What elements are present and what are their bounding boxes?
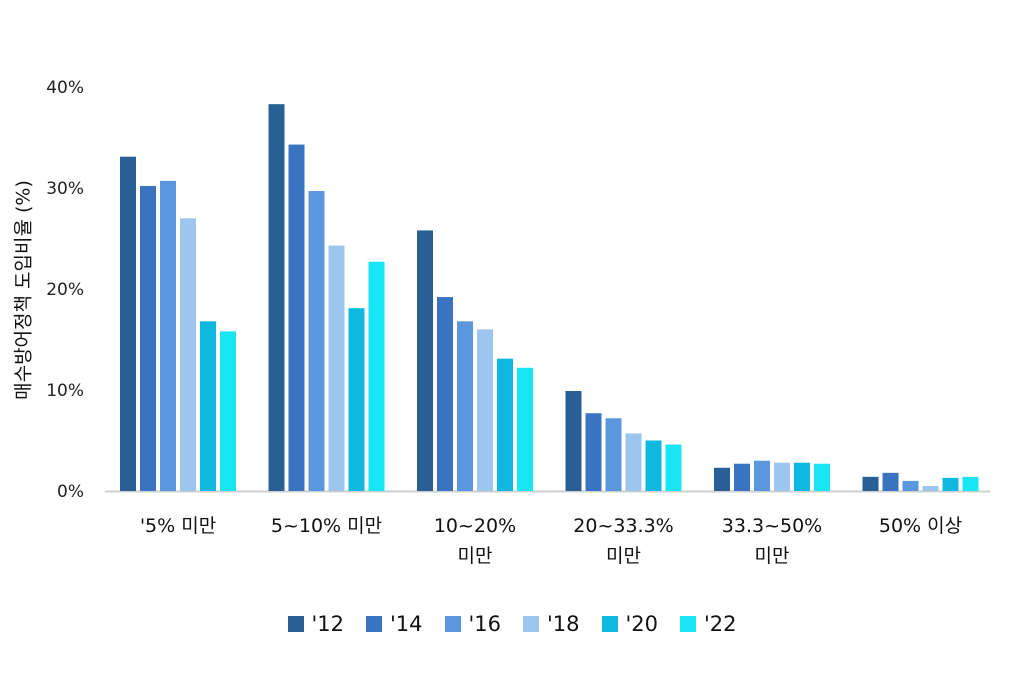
bar: [328, 245, 345, 491]
bar: [220, 331, 236, 491]
bar: [942, 477, 959, 491]
y-axis-label: 매수방어정책 도입비율 (%): [12, 180, 35, 400]
legend-label: '14: [390, 612, 423, 636]
bar: [774, 462, 790, 491]
x-tick-label: 50% 이상: [878, 515, 963, 537]
x-tick-label: 10~20% 미만: [433, 515, 517, 567]
x-tick-label: 33.3~50% 미만: [721, 515, 823, 567]
bar: [288, 144, 305, 491]
legend-item: '22: [680, 612, 737, 636]
bar: [497, 358, 513, 491]
legend-label: '18: [547, 612, 580, 636]
legend-item: '14: [366, 612, 423, 636]
bar: [814, 463, 830, 491]
bar: [140, 185, 156, 492]
bar: [665, 444, 682, 491]
x-tick-label: 20~33.3% 미만: [573, 515, 674, 567]
bar: [120, 156, 136, 491]
bar: [565, 391, 582, 491]
legend-swatch: [601, 616, 618, 632]
bar: [437, 297, 453, 491]
bar: [962, 476, 979, 491]
bar: [268, 104, 285, 492]
bar: [625, 433, 642, 491]
bar: [794, 462, 810, 491]
legend-item: '18: [523, 612, 580, 636]
legend-item: '16: [444, 612, 502, 636]
legend-swatch: [680, 616, 696, 632]
bar: [645, 440, 662, 491]
legend-swatch: [287, 616, 304, 632]
bar: [368, 261, 385, 491]
bar: [862, 476, 879, 491]
legend: '12 '14 '16 '18 '20 '22: [0, 612, 1024, 636]
legend-swatch: [366, 616, 382, 632]
y-tick-label: 20%: [46, 280, 84, 300]
bar: [180, 218, 196, 492]
bar: [308, 191, 325, 491]
legend-label: '22: [704, 612, 737, 636]
legend-swatch: [444, 616, 461, 632]
bar: [457, 321, 473, 491]
x-tick-label: 5~10% 미만: [270, 515, 383, 537]
bar: [734, 463, 750, 491]
y-tick-label: 10%: [46, 381, 84, 401]
legend-swatch: [523, 616, 539, 632]
bar: [882, 472, 899, 491]
bar: [477, 329, 493, 491]
y-tick-label: 40%: [46, 78, 84, 98]
bar: [417, 230, 433, 492]
bar: [200, 321, 216, 491]
bar: [585, 413, 602, 491]
bar: [922, 485, 939, 491]
bar: [517, 367, 533, 491]
y-tick-label: 30%: [46, 179, 84, 199]
y-tick-label: 0%: [57, 482, 84, 502]
bar: [605, 418, 622, 491]
legend-item: '20: [601, 612, 659, 636]
bar: [348, 308, 365, 491]
bar: [160, 180, 176, 491]
bar: [714, 467, 730, 491]
legend-label: '12: [311, 612, 345, 636]
legend-label: '20: [625, 612, 659, 636]
legend-label: '16: [468, 612, 502, 636]
bar: [902, 480, 919, 491]
x-tick-label: '5% 미만: [139, 515, 217, 537]
legend-item: '12: [287, 612, 345, 636]
bar: [754, 460, 770, 491]
